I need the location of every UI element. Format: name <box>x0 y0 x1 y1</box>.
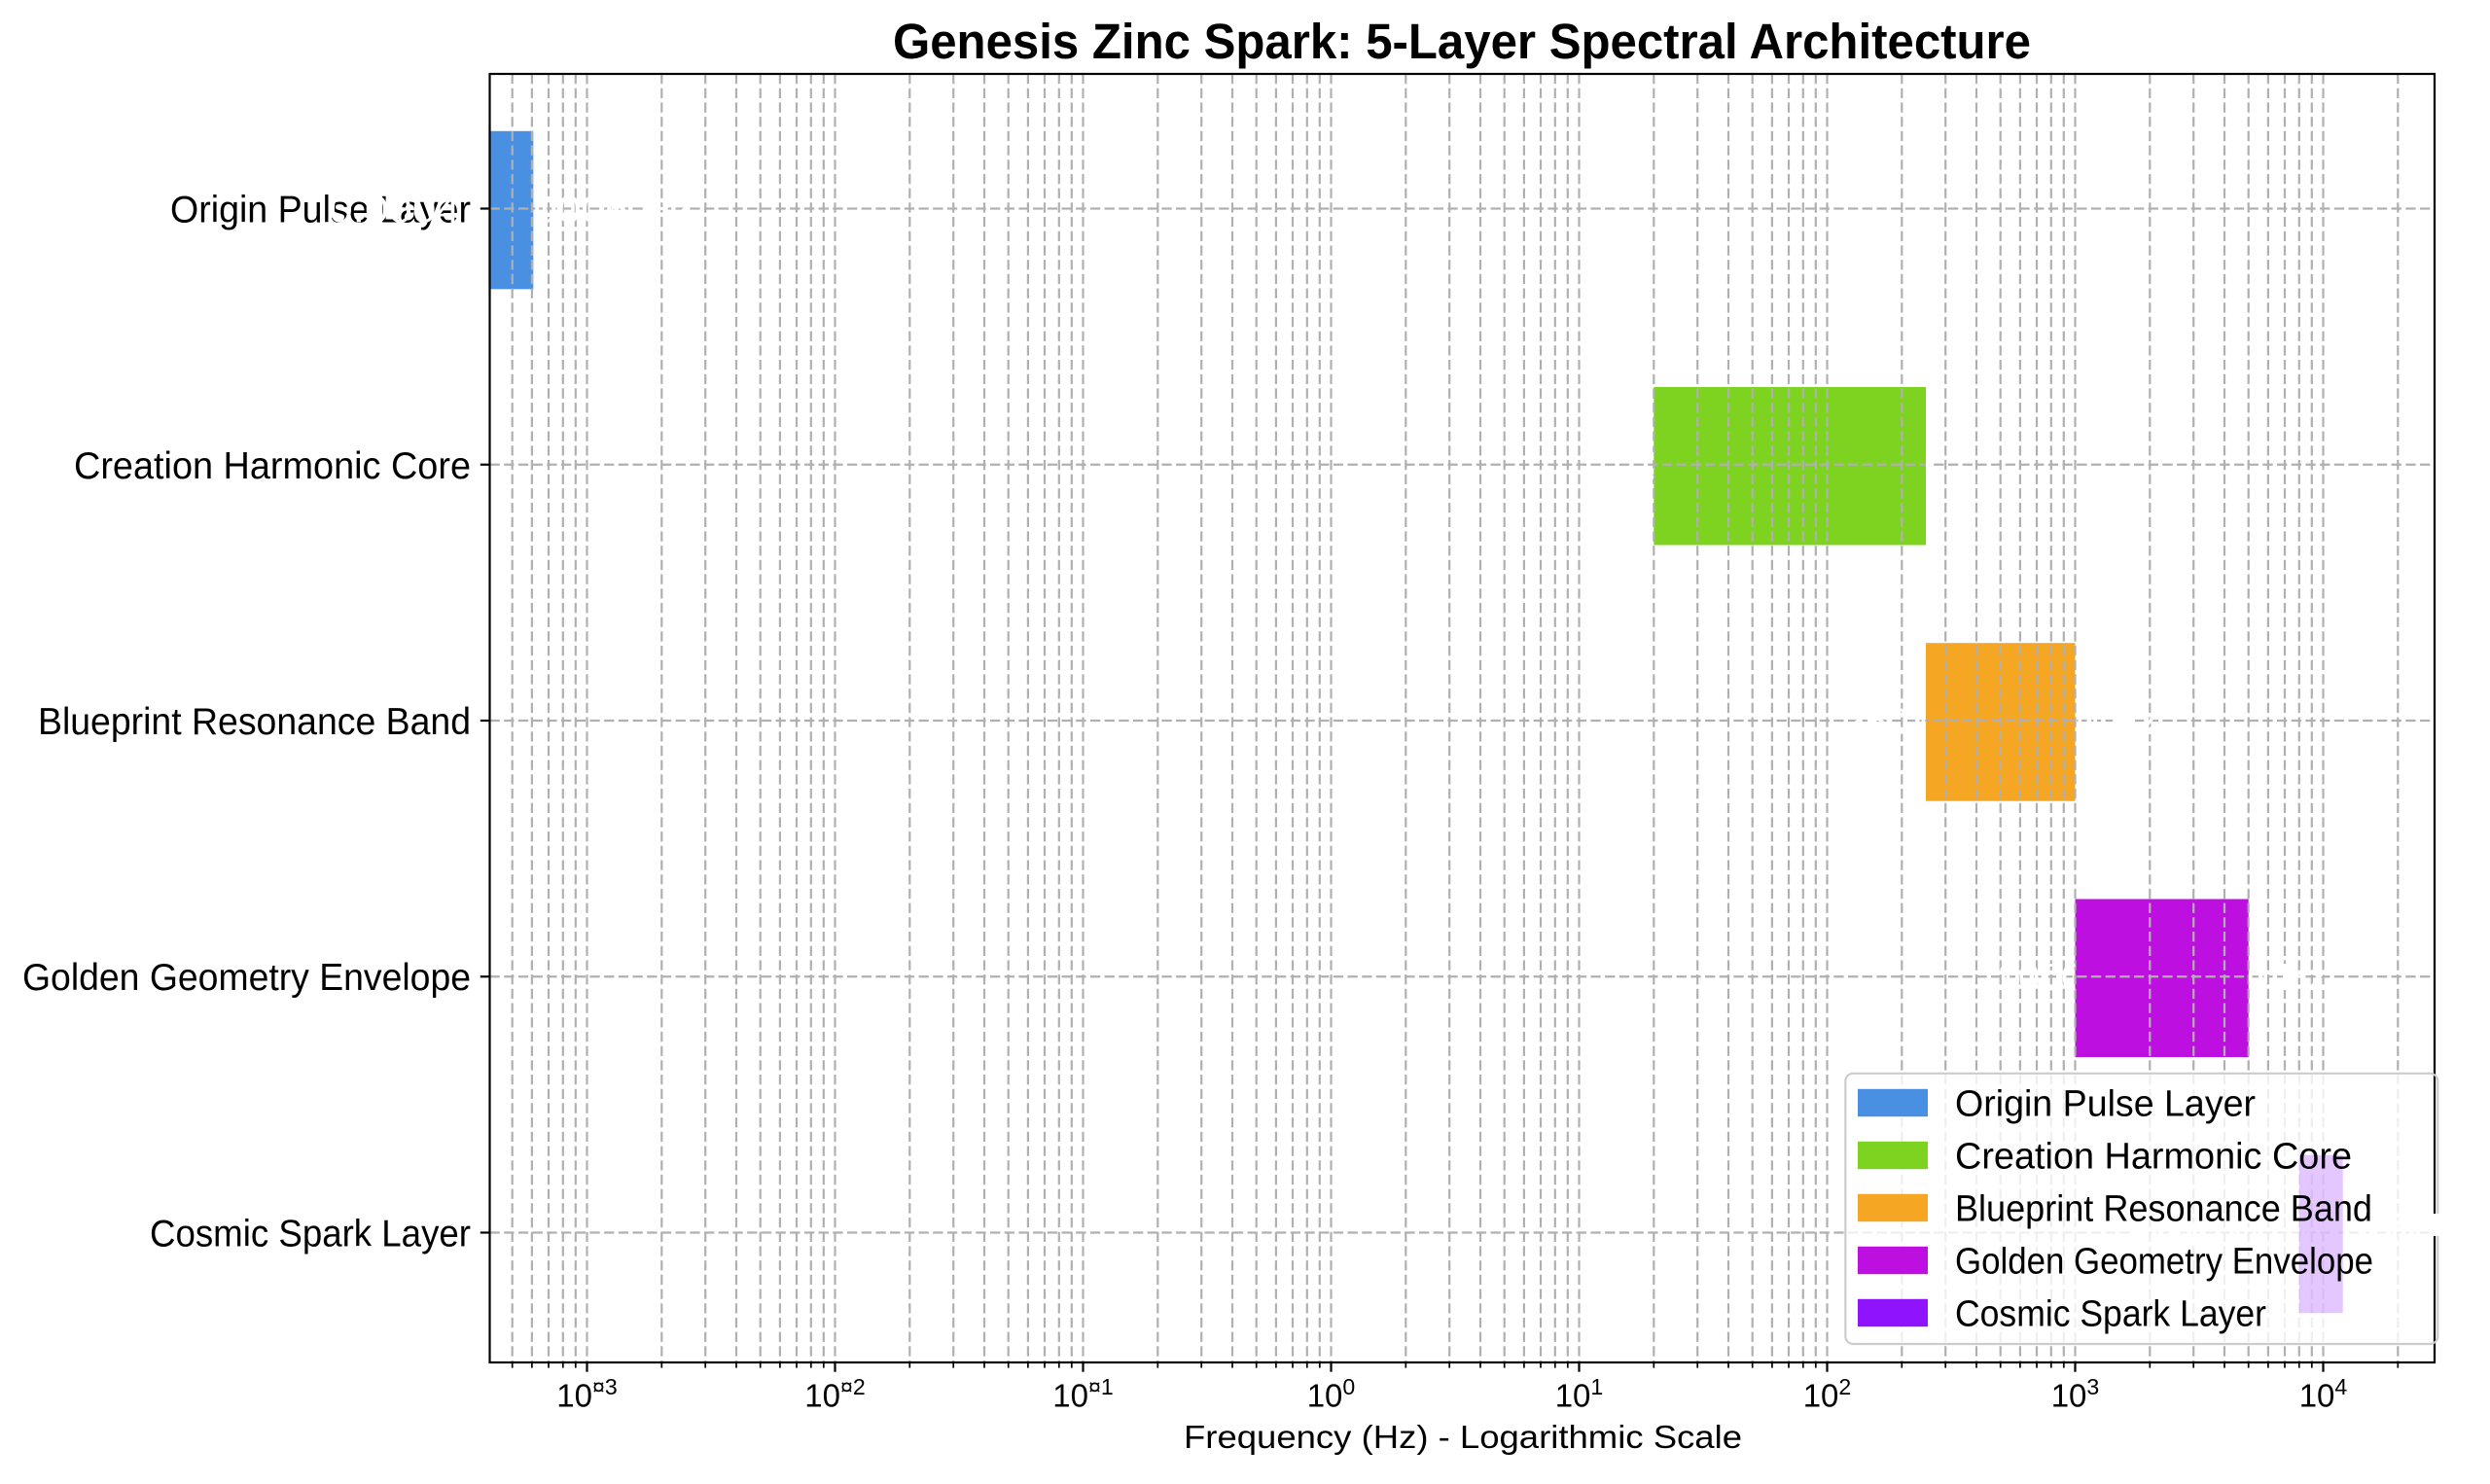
svg-text:10: 10 <box>1555 1378 1591 1414</box>
svg-text:¤3: ¤3 <box>592 1374 618 1399</box>
svg-text:10: 10 <box>1052 1378 1088 1414</box>
svg-text:Golden Geometry Envelope: Golden Geometry Envelope <box>22 957 471 999</box>
svg-text:¤2: ¤2 <box>840 1374 866 1399</box>
svg-text:10: 10 <box>2051 1378 2087 1414</box>
svg-text:Blueprint Resonance Band: Blueprint Resonance Band <box>1955 1189 2372 1230</box>
svg-text:1: 1 <box>1590 1374 1603 1399</box>
svg-text:¤1: ¤1 <box>1088 1374 1114 1399</box>
svg-text:10: 10 <box>2299 1378 2335 1414</box>
svg-text:Origin Pulse Layer: Origin Pulse Layer <box>1955 1084 2256 1125</box>
svg-text:4: 4 <box>2334 1374 2347 1399</box>
svg-text:Genesis Zinc Spark: 5-Layer Sp: Genesis Zinc Spark: 5-Layer Spectral Arc… <box>893 14 2031 69</box>
svg-text:Golden Geometry Envelope: Golden Geometry Envelope <box>1955 1242 2373 1283</box>
svg-text:10: 10 <box>1307 1378 1343 1414</box>
svg-text:0: 0 <box>1342 1374 1355 1399</box>
svg-text:Frequency (Hz) - Logarithmic S: Frequency (Hz) - Logarithmic Scale <box>1184 1419 1742 1455</box>
svg-text:Cosmic Spark Layer: Cosmic Spark Layer <box>1955 1294 2266 1335</box>
svg-text:Blueprint Resonance Band: Blueprint Resonance Band <box>38 701 471 743</box>
svg-text:Cosmic Spark Layer: Cosmic Spark Layer <box>150 1214 471 1255</box>
svg-text:Creation Harmonic Core: Creation Harmonic Core <box>1955 1137 2352 1178</box>
svg-text:2: 2 <box>1838 1374 1851 1399</box>
svg-text:10: 10 <box>1803 1378 1839 1414</box>
svg-text:3: 3 <box>2086 1374 2099 1399</box>
svg-text:Origin Pulse Layer: Origin Pulse Layer <box>170 190 471 231</box>
svg-text:10: 10 <box>804 1378 840 1414</box>
svg-text:10: 10 <box>556 1378 592 1414</box>
svg-text:Creation Harmonic Core: Creation Harmonic Core <box>74 445 471 487</box>
